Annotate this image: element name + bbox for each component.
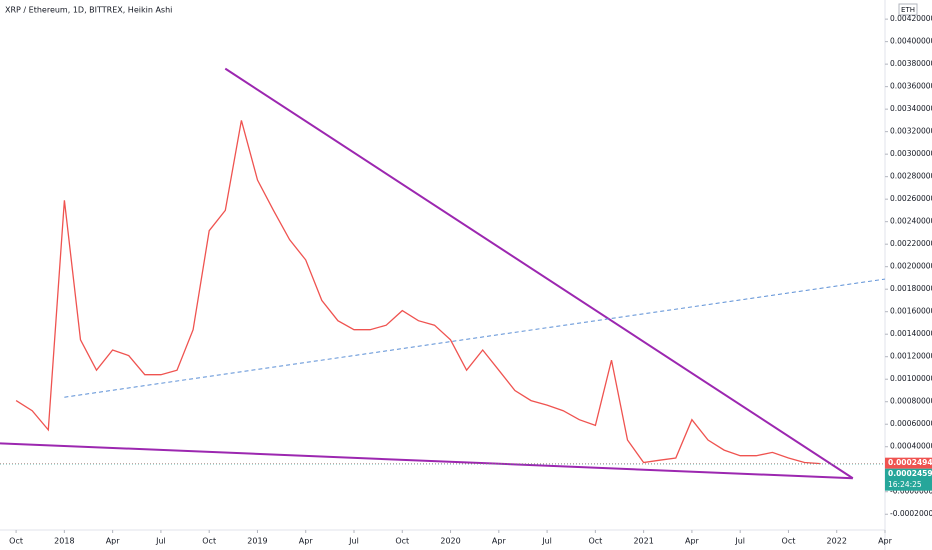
currency-label: ETH: [901, 6, 915, 14]
trend-line: [0, 442, 853, 480]
x-tick-label: Oct: [202, 537, 216, 546]
y-tick-label: 0.00320000: [890, 127, 932, 136]
chart-title: XRP / Ethereum, 1D, BITTREX, Heikin Ashi: [5, 6, 172, 15]
y-tick-label: 0.00340000: [890, 104, 932, 113]
x-tick-label: 2021: [633, 537, 653, 546]
x-tick-label: Apr: [878, 537, 893, 546]
y-tick-label: 0.00100000: [890, 374, 932, 383]
y-tick-label: 0.00040000: [890, 442, 932, 451]
y-tick-label: -0.00020000: [890, 509, 932, 518]
x-tick-label: 2019: [247, 537, 267, 546]
y-tick-label: 0.00200000: [890, 262, 932, 271]
x-tick-label: Apr: [492, 537, 507, 546]
price-label: 0.00024946: [888, 458, 932, 467]
x-tick-label: Jul: [348, 537, 359, 546]
currency-box: [898, 3, 918, 16]
y-tick-label: 0.00380000: [890, 59, 932, 68]
price-countdown: 16:24:25: [888, 480, 922, 489]
y-tick-label: 0.00180000: [890, 284, 932, 293]
price-label: 0.00024592: [888, 469, 932, 478]
x-tick-label: Oct: [588, 537, 602, 546]
y-tick-label: 0.00060000: [890, 419, 932, 428]
y-tick-label: 0.00420000: [890, 14, 932, 23]
y-tick-label: 0.00240000: [890, 217, 932, 226]
y-tick-label: 0.00300000: [890, 149, 932, 158]
x-tick-label: Jul: [734, 537, 745, 546]
y-tick-label: 0.00260000: [890, 194, 932, 203]
trend-line: [224, 67, 854, 480]
trend-line: [64, 278, 886, 398]
x-tick-label: Jul: [541, 537, 552, 546]
x-tick-label: 2022: [827, 537, 847, 546]
price-line: [15, 120, 821, 465]
y-tick-label: 0.00080000: [890, 397, 932, 406]
y-tick-label: 0.00120000: [890, 352, 932, 361]
x-tick-label: Jul: [155, 537, 166, 546]
y-tick-label: -0.00000000: [890, 487, 932, 496]
y-tick-label: 0.00280000: [890, 172, 932, 181]
x-tick-label: Apr: [685, 537, 700, 546]
x-tick-label: 2020: [440, 537, 460, 546]
x-tick-label: 2018: [54, 537, 74, 546]
x-tick-label: Apr: [299, 537, 314, 546]
price-label-box: [885, 468, 932, 491]
y-tick-label: 0.00220000: [890, 239, 932, 248]
x-tick-label: Oct: [395, 537, 409, 546]
y-tick-label: 0.00400000: [890, 37, 932, 46]
x-tick-label: Oct: [9, 537, 23, 546]
x-tick-label: Oct: [782, 537, 796, 546]
y-tick-label: 0.00140000: [890, 329, 932, 338]
y-tick-label: 0.00360000: [890, 82, 932, 91]
x-tick-label: Apr: [106, 537, 121, 546]
y-tick-label: 0.00160000: [890, 307, 932, 316]
price-label-box: [885, 457, 932, 469]
